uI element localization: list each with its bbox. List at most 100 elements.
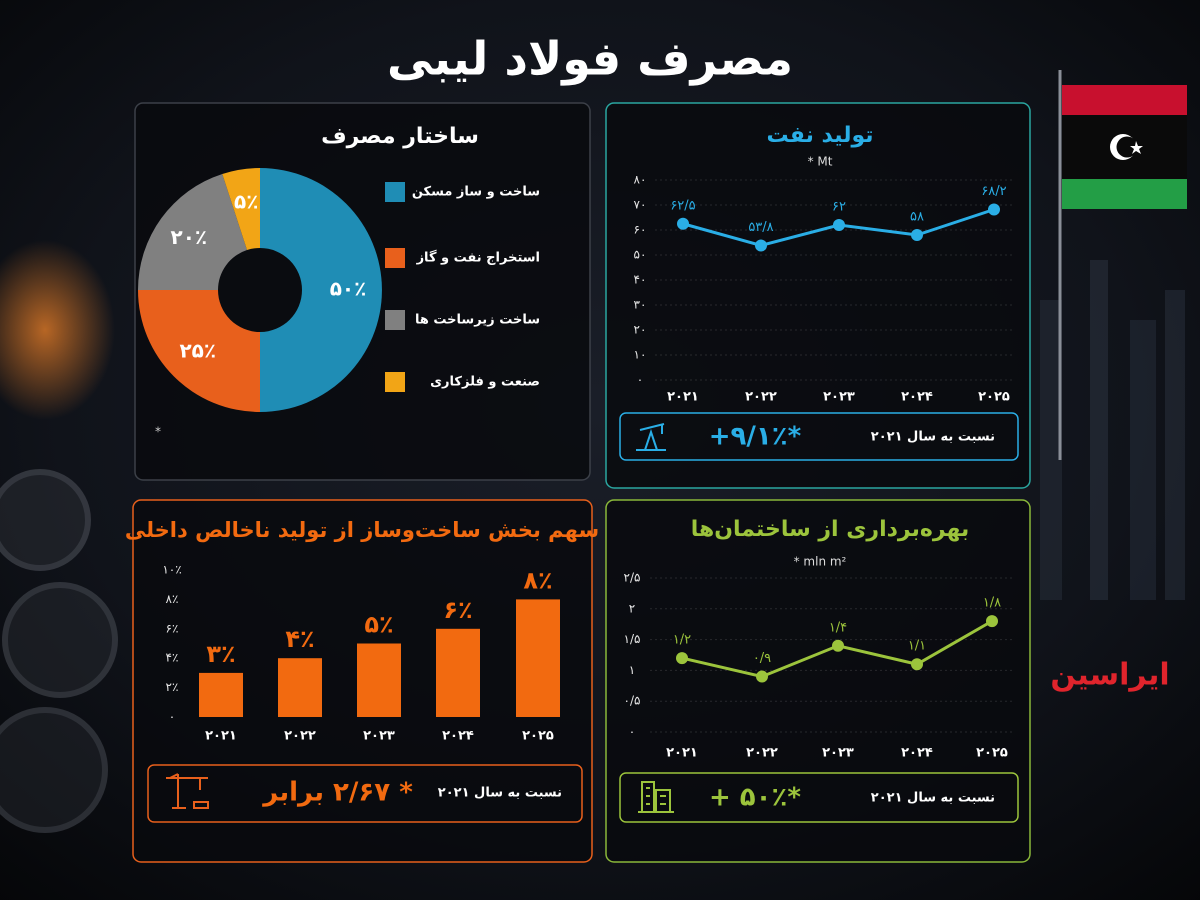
chart-subtitle: * Mt	[808, 155, 833, 169]
y-tick-label: ۳۰	[634, 298, 647, 312]
y-tick-label: ۰	[169, 710, 175, 724]
x-tick-label: ۲۰۲۳	[823, 390, 855, 405]
pie-slice	[222, 168, 260, 251]
y-tick-label: ۱۰	[634, 348, 647, 362]
value-label: ۱/۴	[829, 620, 847, 635]
steel-coils	[0, 469, 118, 833]
chart-title: ساختار مصرف	[321, 124, 479, 149]
bar	[516, 599, 560, 717]
point	[911, 658, 923, 671]
y-tick-label: ۶۰	[634, 223, 647, 237]
pie-slice	[138, 290, 260, 412]
brand-logo: ایراسین	[1050, 658, 1169, 693]
legend-label: استخراج نفت و گاز	[416, 250, 540, 266]
value-label: ۲۰٪	[170, 225, 207, 249]
x-tick-label: ۲۰۲۳	[363, 729, 395, 744]
chart-title: تولید نفت	[766, 123, 873, 148]
footer-change: + ۵۰٪*	[709, 783, 801, 813]
value-label: ۵۸	[910, 210, 924, 225]
bar	[278, 658, 322, 717]
panel	[605, 499, 1031, 863]
legend-swatch	[385, 310, 405, 330]
footer-change: * ۲/۶۷ برابر	[261, 778, 413, 808]
x-tick-label: ۲۰۲۴	[901, 390, 933, 405]
footer-caption: نسبت به سال ۲۰۲۱	[871, 430, 995, 445]
point	[676, 652, 688, 665]
y-tick-label: ۲	[629, 601, 635, 615]
note: *	[155, 425, 161, 439]
value-label: ۴٪	[285, 625, 314, 653]
value-label: ۸٪	[523, 566, 552, 594]
point	[911, 229, 923, 241]
value-label: ۵۳/۸	[748, 220, 773, 235]
pie-slice	[138, 173, 248, 290]
value-label: ۱/۱	[908, 639, 926, 654]
value-label: ۱/۸	[983, 596, 1001, 611]
point	[988, 203, 1000, 216]
x-tick-label: ۲۰۲۱	[205, 729, 237, 744]
y-tick-label: ۴۰	[634, 273, 647, 287]
furnace-glow	[0, 240, 115, 420]
value-label: ۳٪	[206, 640, 235, 668]
y-tick-label: ۲/۵	[624, 571, 641, 585]
y-tick-label: ۶٪	[166, 621, 179, 635]
value-label: ۲۵٪	[179, 339, 216, 363]
y-tick-label: ۸٪	[166, 592, 179, 606]
crane-icon	[166, 773, 209, 809]
x-tick-label: ۲۰۲۵	[976, 746, 1008, 761]
value-label: ۵٪	[364, 611, 393, 639]
point	[986, 615, 998, 628]
legend-swatch	[385, 182, 405, 202]
y-tick-label: ۰	[637, 373, 643, 387]
legend-label: ساخت زیرساخت ها	[415, 313, 540, 328]
chart-title: بهره‌برداری از ساختمان‌ها	[691, 517, 970, 542]
footer-change: +۹/۱٪*	[709, 422, 802, 452]
x-tick-label: ۲۰۲۲	[746, 746, 778, 761]
value-label: ۶۲	[832, 200, 846, 215]
page-title: مصرف فولاد لیبی	[387, 32, 793, 86]
footer-caption: نسبت به سال ۲۰۲۱	[871, 791, 995, 806]
legend-swatch	[385, 248, 405, 268]
x-tick-label: ۲۰۲۱	[667, 390, 699, 405]
y-tick-label: ۰/۵	[624, 694, 641, 708]
building-icon	[638, 781, 674, 813]
legend-label: صنعت و فلزکاری	[430, 375, 540, 390]
city-skyline	[1040, 260, 1185, 600]
y-tick-label: ۱۰٪	[162, 563, 181, 577]
bar	[436, 628, 480, 717]
footer-box	[147, 764, 583, 823]
point	[677, 217, 689, 230]
value-label: ۶٪	[443, 596, 472, 624]
x-tick-label: ۲۰۲۲	[745, 390, 777, 405]
point	[832, 639, 844, 652]
x-tick-label: ۲۰۲۵	[978, 390, 1010, 405]
bar	[357, 643, 401, 717]
y-tick-label: ۲٪	[166, 680, 179, 694]
value-label: ۵٪	[234, 190, 258, 214]
value-label: ۶۸/۲	[981, 184, 1006, 199]
value-label: ۶۲/۵	[670, 198, 695, 213]
pump-icon	[636, 423, 666, 451]
y-tick-label: ۵۰	[634, 248, 647, 262]
point	[833, 219, 845, 231]
footer-box	[619, 772, 1019, 823]
x-tick-label: ۲۰۲۴	[901, 746, 933, 761]
libya-flag	[1058, 70, 1187, 460]
x-tick-label: ۲۰۲۳	[822, 746, 854, 761]
y-tick-label: ۴٪	[166, 651, 179, 665]
panel	[605, 102, 1031, 489]
value-label: ۰/۹	[753, 651, 771, 666]
legend-label: ساخت و ساز مسکن	[412, 185, 540, 200]
value-label: ۵۰٪	[330, 277, 367, 301]
x-tick-label: ۲۰۲۴	[442, 729, 474, 744]
pie-slice	[260, 168, 382, 412]
chart-title: سهم بخش ساخت‌وساز از تولید ناخالص داخلی	[125, 518, 599, 542]
x-tick-label: ۲۰۲۱	[666, 746, 698, 761]
y-tick-label: ۱/۵	[624, 632, 641, 646]
y-tick-label: ۷۰	[634, 198, 647, 212]
y-tick-label: ۸۰	[634, 173, 647, 187]
point	[755, 239, 767, 252]
footer-caption: نسبت به سال ۲۰۲۱	[438, 786, 562, 801]
footer-box	[619, 412, 1019, 461]
